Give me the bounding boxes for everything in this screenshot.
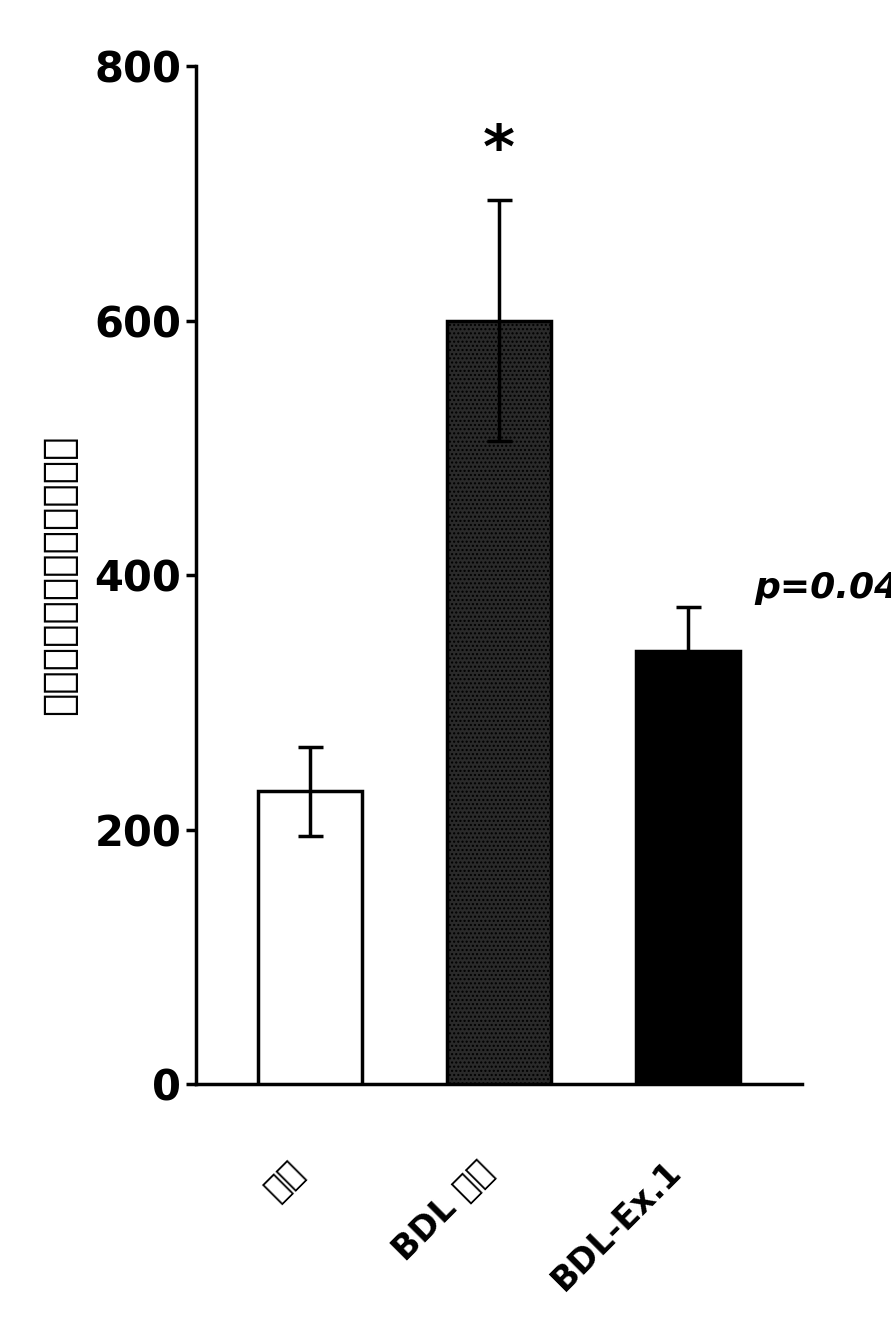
Y-axis label: 胆管中壁厉度（任意单位）: 胆管中壁厉度（任意单位）	[40, 435, 78, 715]
Text: *: *	[483, 122, 515, 181]
Bar	[636, 652, 740, 1084]
Bar	[447, 321, 551, 1084]
Text: p=0.04: p=0.04	[755, 571, 891, 604]
Text: 假组: 假组	[258, 1154, 310, 1206]
Text: BDL-Ex.1: BDL-Ex.1	[546, 1154, 689, 1297]
Bar	[257, 792, 362, 1084]
Text: BDL 载剂: BDL 载剂	[387, 1154, 499, 1266]
